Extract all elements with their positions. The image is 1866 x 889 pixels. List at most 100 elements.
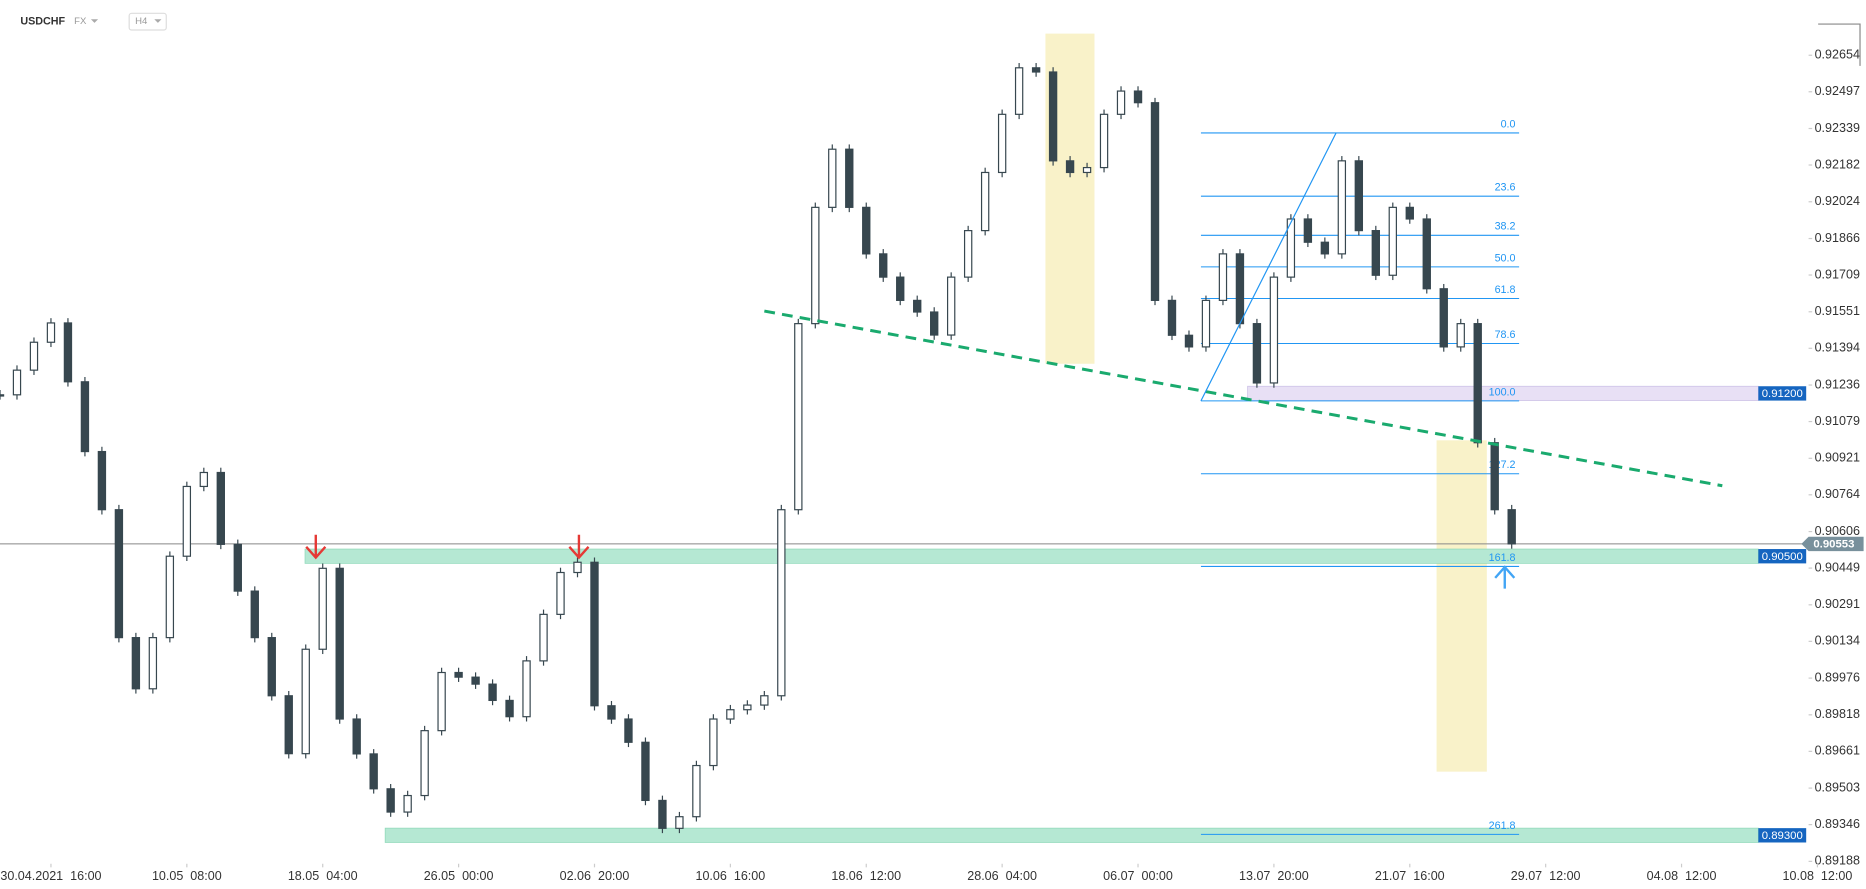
candle	[590, 561, 599, 707]
y-tick-label: 0.89661	[1815, 744, 1860, 758]
fib-label: 261.8	[1489, 820, 1516, 832]
symbol[interactable]: USDCHF	[20, 16, 65, 28]
candle	[573, 561, 582, 574]
y-tick-label: 0.91866	[1815, 231, 1860, 245]
current-price-label: 0.90553	[1813, 538, 1854, 550]
candle	[80, 381, 90, 453]
candle	[301, 648, 310, 755]
price-tag	[1758, 828, 1807, 843]
candle	[216, 471, 225, 545]
interval[interactable]: H4	[135, 16, 148, 27]
candle	[1303, 218, 1313, 243]
candle	[437, 671, 446, 732]
candle	[1252, 323, 1262, 384]
candle	[828, 148, 837, 208]
candle	[963, 230, 973, 278]
candle	[1422, 218, 1431, 290]
fib-label: 161.8	[1489, 552, 1516, 564]
interval-box[interactable]	[128, 12, 167, 31]
candle	[1167, 299, 1177, 336]
candle	[675, 816, 684, 829]
candle	[692, 764, 701, 818]
candle	[1065, 160, 1075, 174]
y-tick-label: 0.90921	[1815, 451, 1860, 465]
corner-mark	[1818, 23, 1861, 66]
y-tick-label: 0.90291	[1815, 597, 1860, 611]
candle	[46, 322, 56, 343]
y-tick-label: 0.92654	[1815, 48, 1860, 62]
fib-label: 23.6	[1495, 182, 1516, 194]
y-tick-label: 0.89976	[1815, 670, 1860, 684]
candle	[522, 660, 531, 718]
candle	[1371, 230, 1381, 276]
candle	[1354, 160, 1364, 232]
candle	[1116, 90, 1126, 115]
candle	[29, 341, 39, 371]
y-tick-label: 0.90606	[1815, 524, 1860, 538]
candle	[539, 613, 548, 662]
candle	[1269, 276, 1279, 384]
highlight	[1436, 440, 1487, 772]
candle	[1490, 442, 1499, 511]
fib-label: 0.0	[1501, 118, 1516, 130]
candle	[1388, 206, 1397, 276]
y-tick-label: 0.89818	[1815, 707, 1860, 721]
candle	[980, 171, 990, 232]
candle	[199, 471, 209, 488]
fib-label: 100.0	[1489, 386, 1516, 398]
market: FX	[74, 16, 87, 27]
candle	[862, 206, 871, 255]
y-tick-label: 0.89346	[1815, 817, 1860, 831]
candle	[488, 683, 497, 702]
y-tick-label: 0.91079	[1815, 414, 1860, 428]
candle	[997, 113, 1007, 174]
candle	[624, 718, 633, 743]
candle	[777, 509, 786, 697]
candle	[1201, 299, 1211, 348]
candle	[709, 718, 718, 767]
candle	[505, 699, 514, 718]
x-tick-label: 26.05 00:00	[424, 869, 494, 883]
dropdown-icon[interactable]	[90, 19, 99, 23]
x-tick-label: 28.06 04:00	[967, 869, 1037, 883]
candle	[1473, 323, 1482, 444]
candle	[1286, 218, 1296, 278]
x-tick-label: 13.07 20:00	[1239, 869, 1309, 883]
dropdown-icon[interactable]	[154, 19, 162, 23]
candle	[658, 799, 667, 829]
arrow	[1494, 565, 1516, 589]
x-tick-label: 10.08 12:00	[1783, 869, 1853, 883]
zone	[384, 827, 1759, 843]
y-tick-label: 0.90134	[1815, 634, 1860, 648]
trendline	[764, 309, 1723, 488]
fib-anchor	[1200, 132, 1337, 402]
y-tick-label: 0.90449	[1815, 560, 1860, 574]
x-tick-label: 18.05 04:00	[288, 869, 358, 883]
y-tick-label: 0.89188	[1815, 854, 1860, 868]
candle	[794, 323, 803, 511]
price-tag	[1758, 386, 1807, 401]
x-tick-label: 18.06 12:00	[831, 869, 901, 883]
candle	[1439, 288, 1448, 348]
price-tag-label: 0.91200	[1762, 388, 1803, 400]
candle	[641, 741, 650, 802]
arrow	[305, 534, 590, 560]
candle	[1014, 67, 1024, 115]
y-tick-label: 0.91551	[1815, 304, 1860, 318]
candle	[63, 322, 73, 383]
candle	[1235, 253, 1245, 325]
y-tick-label: 0.90764	[1815, 487, 1860, 501]
candle	[420, 730, 429, 797]
candle	[352, 718, 361, 755]
y-tick-label: 0.91394	[1815, 341, 1860, 355]
x-tick-label: 10.06 16:00	[695, 869, 765, 883]
zone	[304, 548, 1759, 564]
candle	[131, 637, 141, 690]
candle	[267, 637, 276, 697]
candle	[1456, 323, 1465, 348]
x-tick-label: 06.07 00:00	[1103, 869, 1173, 883]
y-tick-label: 0.91236	[1815, 377, 1860, 391]
candle	[318, 567, 327, 650]
